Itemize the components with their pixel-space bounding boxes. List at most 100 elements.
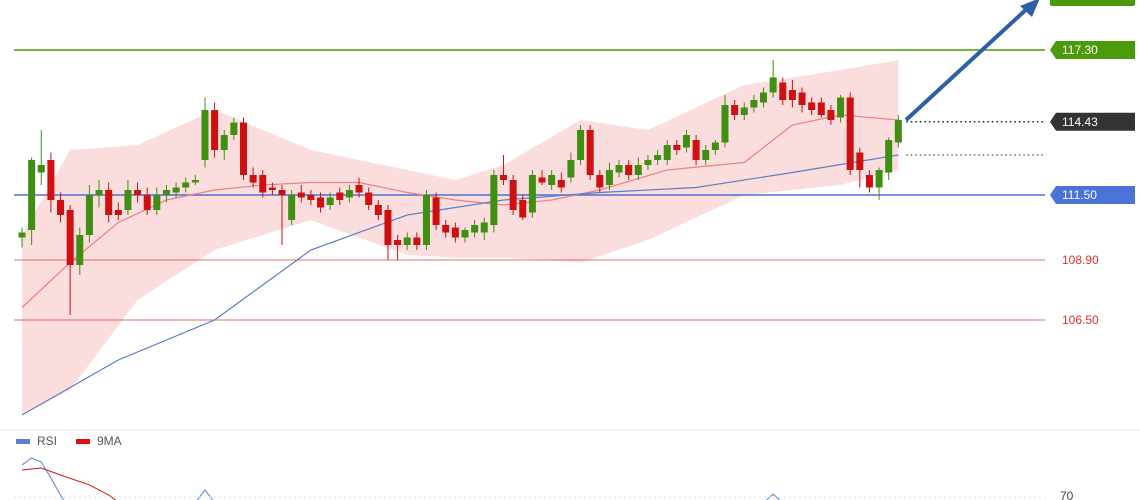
candle-body [345,190,353,198]
arrow-head [1020,0,1040,17]
candle-body [721,105,729,143]
candle-body [442,225,450,233]
candle-body [153,195,161,210]
level-label: 111.50 [1062,188,1097,202]
candle-body [663,145,671,160]
candle-body [548,175,556,185]
candle-body [297,192,305,198]
candle-body [432,197,440,225]
candle-body [471,225,479,233]
candle-body [769,77,777,93]
candle-body [239,122,247,175]
candle-body [567,160,575,178]
candle-body [557,180,565,188]
candle-body [394,240,402,245]
candle-body [615,165,623,173]
candle-body [105,190,113,215]
candle-body [625,165,633,175]
candle-body [779,82,787,100]
candle-body [191,180,199,183]
candle-body [220,135,228,150]
level-tag [1050,112,1135,131]
forecast-arrow [904,4,1032,122]
candle-body [788,90,796,100]
candle-body [711,142,719,150]
candle-body [577,130,585,160]
candle-body [654,155,662,160]
target-tag [1050,0,1135,6]
y-tick-label: 70 [1060,489,1074,500]
candle-body [750,100,758,108]
candle-body [18,232,26,238]
candle-body [307,195,315,200]
candle-body [894,120,902,143]
legend-swatch [76,439,90,444]
bollinger-band [22,60,899,415]
candle-body [480,222,488,233]
candle-body [500,175,507,180]
candle-body [95,190,103,195]
candle-body [519,200,527,218]
candle-body [355,185,363,193]
legend-swatch [16,439,30,444]
level-label: 117.30 [1062,43,1098,57]
level-label: 106.50 [1062,313,1099,327]
moving-average [21,154,899,416]
candle-body [422,195,430,245]
candle-body [885,140,893,173]
candle-body [817,102,825,115]
candle-body [413,237,421,245]
candle-body [249,175,257,183]
candle-body [509,180,517,210]
candle-body [76,235,84,265]
candle-body [808,102,816,110]
candle-body [143,195,151,210]
candle-body [528,175,536,213]
legend-label: RSI [37,434,57,448]
candle-body [538,177,546,183]
candle-body [114,210,122,215]
candle-body [134,190,142,195]
candle-body [259,175,267,193]
candle-body [162,190,170,195]
candle-body [336,192,344,200]
candle-body [85,195,93,235]
candle-body [230,122,238,135]
candle-body [865,175,873,188]
price-panel [14,49,1045,416]
candle-body [326,197,334,205]
candle-body [201,110,209,160]
candle-body [875,170,883,188]
candle-body [278,190,286,195]
candle-body [692,140,700,160]
candle-body [798,92,806,105]
candle-body [182,182,190,188]
candle-body [57,200,65,215]
rsi-line [21,457,781,500]
candle-body [827,110,835,120]
candle-body [490,175,498,225]
candle-body [634,165,642,175]
candle-body [856,152,864,170]
level-tag [1050,41,1135,59]
candle-body [451,227,459,238]
level-label: 114.43 [1062,115,1098,129]
candle-body [288,195,296,220]
candle-body [317,197,325,208]
legend-label: 9MA [97,434,122,448]
candle-body [846,97,854,170]
candle-body [586,130,594,175]
rsi-plot [21,457,781,500]
candle-body [66,210,74,265]
candle-body [740,107,748,115]
candle-body [673,145,681,150]
candle-body [731,105,739,115]
candle-body [403,237,411,245]
candle-body [268,187,276,190]
candle-body [596,175,604,188]
rsi-panel: RSI 9MA 70 [14,434,1074,500]
candle-body [760,92,768,103]
candle-body [172,187,180,193]
candle-body [211,110,219,150]
